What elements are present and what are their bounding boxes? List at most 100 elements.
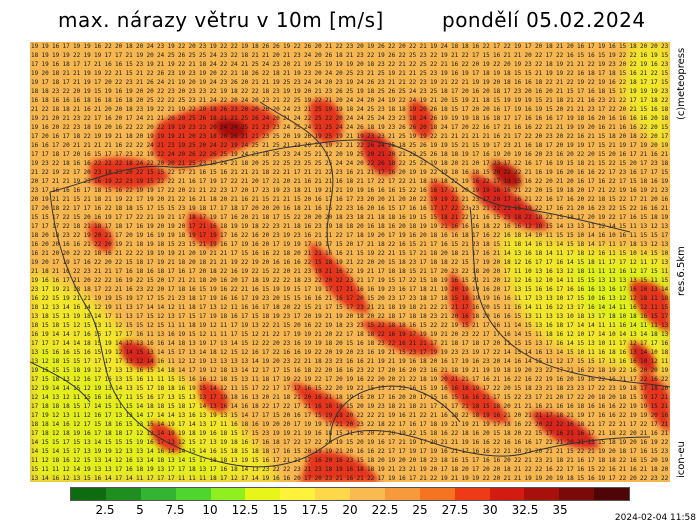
gust-value: 23 [304,277,312,284]
gust-value: 18 [126,160,134,167]
gust-value: 18 [556,322,564,329]
gust-value: 20 [136,133,144,140]
gust-value: 22 [262,340,270,347]
gust-value: 22 [336,277,344,284]
gust-value: 18 [504,421,512,428]
gust-value: 18 [210,475,218,482]
gust-value: 17 [483,385,491,392]
gust-value: 23 [136,286,144,293]
gust-value: 21 [451,448,459,455]
gust-value: 22 [535,178,543,185]
gust-value: 20 [357,223,365,230]
gust-value: 19 [178,70,186,77]
gust-value: 19 [598,43,606,50]
gust-value: 15 [346,439,354,446]
gust-value: 20 [399,223,407,230]
gust-value: 18 [609,457,617,464]
gust-value: 21 [441,61,449,68]
wind-gust-map-canvas: 19 19 16 17 19 19 16 22 20 18 20 24 23 19 22 20 23 19 22 22… [30,42,670,482]
gust-value: 17 [504,268,512,275]
gust-value: 21 [388,358,396,365]
gust-value: 19 [262,358,270,365]
gust-value: 22 [598,376,606,383]
gust-value: 11 [115,304,123,311]
gust-value: 23 [189,88,197,95]
gust-value: 15 [367,322,375,329]
gust-value: 19 [357,133,365,140]
gust-value: 18 [325,259,333,266]
gust-value: 20 [399,394,407,401]
gust-value: 23 [126,151,134,158]
gust-value: 25 [367,115,375,122]
gust-value: 17 [619,241,627,248]
gust-value: 16 [462,169,470,176]
gust-value: 21 [609,97,617,104]
gust-value: 13 [126,313,134,320]
gust-value: 18 [178,403,186,410]
gust-value: 23 [168,70,176,77]
gust-value: 22 [273,160,281,167]
gust-value: 21 [336,421,344,428]
gust-value: 17 [273,448,281,455]
gust-value: 20 [567,151,575,158]
gust-value: 11 [105,322,113,329]
gust-value: 18 [399,268,407,275]
gust-value: 13 [630,331,638,338]
gust-value: 16 [252,241,260,248]
gust-value: 15 [514,313,522,320]
gust-value: 20 [409,367,417,374]
gust-value: 14 [556,349,564,356]
gust-value: 23 [577,385,585,392]
gust-value: 22 [430,52,438,59]
gust-value: 15 [157,295,165,302]
gust-value: 18 [231,205,239,212]
gust-value: 16 [577,466,585,473]
gust-value: 17 [262,304,270,311]
gust-value: 16 [63,349,71,356]
gust-value: 14 [94,439,102,446]
gust-value: 19 [294,133,302,140]
gust-value: 15 [546,106,554,113]
gust-value: 21 [325,187,333,194]
gust-value: 13 [126,448,134,455]
gust-value: 19 [619,142,627,149]
gust-value: 23 [52,88,60,95]
gust-value: 21 [504,52,512,59]
gust-value: 19 [640,394,648,401]
gust-value: 16 [483,214,491,221]
gust-value: 12 [651,223,659,230]
gust-value: 21 [283,196,291,203]
gust-value: 19 [336,313,344,320]
gust-value: 18 [220,430,228,437]
gust-value: 14 [115,385,123,392]
gust-value: 22 [430,475,438,482]
gust-value: 20 [346,448,354,455]
gust-value: 18 [126,133,134,140]
gust-value: 18 [304,367,312,374]
gust-value: 17 [588,457,596,464]
gust-value: 20 [210,70,218,77]
gust-value: 17 [493,178,501,185]
gust-value: 23 [409,349,417,356]
gust-value: 22 [619,79,627,86]
gust-value: 22 [315,376,323,383]
gust-value: 21 [147,214,155,221]
gust-value: 21 [157,115,165,122]
gust-value: 16 [514,439,522,446]
gust-value: 19 [262,475,270,482]
legend-tick-label: 22.5 [372,503,399,517]
gust-value: 20 [42,205,50,212]
gust-value: 23 [168,142,176,149]
gust-value: 17 [31,340,39,347]
gust-value: 14 [504,349,512,356]
gust-value: 17 [294,403,302,410]
gust-value: 22 [462,52,470,59]
gust-value: 19 [619,439,627,446]
gust-value: 26 [231,133,239,140]
gust-value: 11 [651,295,659,302]
gust-value: 18 [52,376,60,383]
gust-value: 17 [588,430,596,437]
gust-value: 14 [525,304,533,311]
gust-value: 19 [42,61,50,68]
gust-value: 10 [588,295,596,302]
